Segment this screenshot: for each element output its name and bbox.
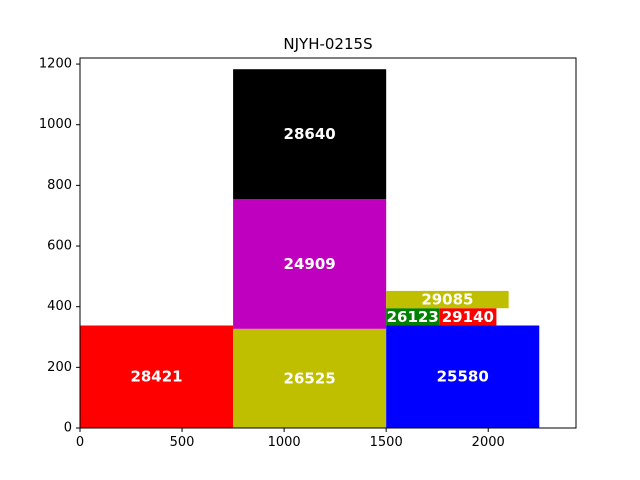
rect-26525 xyxy=(233,328,387,428)
rect-26123 xyxy=(386,308,440,326)
rect-28421 xyxy=(80,325,234,428)
rect-label-28640: 28640 xyxy=(284,125,336,143)
rect-label-25580: 25580 xyxy=(437,368,489,386)
rect-29140 xyxy=(439,308,497,326)
y-tick-label-800: 800 xyxy=(47,178,72,193)
rect-24909 xyxy=(233,199,387,329)
rect-label-26525: 26525 xyxy=(284,369,336,387)
rect-29085 xyxy=(386,290,509,309)
x-tick-label-1000: 1000 xyxy=(268,435,301,450)
y-tick-label-400: 400 xyxy=(47,299,72,314)
rect-label-29140: 29140 xyxy=(442,308,494,326)
x-tick-label-0: 0 xyxy=(76,435,84,450)
x-tick-label-2000: 2000 xyxy=(472,435,505,450)
rect-label-26123: 26123 xyxy=(387,308,439,326)
rect-label-29085: 29085 xyxy=(421,291,473,309)
plot-area: 28421 26525 24909 28640 25580 26123 2914029085… xyxy=(39,57,577,450)
y-tick-label-600: 600 xyxy=(47,239,72,254)
y-tick-label-0: 0 xyxy=(64,421,72,436)
y-tick-label-1000: 1000 xyxy=(39,117,72,132)
chart-title: NJYH-0215S xyxy=(283,35,372,53)
rect-28640 xyxy=(233,69,387,200)
x-tick-label-1500: 1500 xyxy=(370,435,403,450)
rect-label-28421: 28421 xyxy=(130,368,182,386)
rect-label-24909: 24909 xyxy=(284,255,336,273)
y-tick-label-200: 200 xyxy=(47,360,72,375)
rect-25580 xyxy=(386,325,540,428)
x-tick-label-500: 500 xyxy=(170,435,195,450)
axes-frame xyxy=(79,57,577,429)
y-tick-label-1200: 1200 xyxy=(39,57,72,72)
